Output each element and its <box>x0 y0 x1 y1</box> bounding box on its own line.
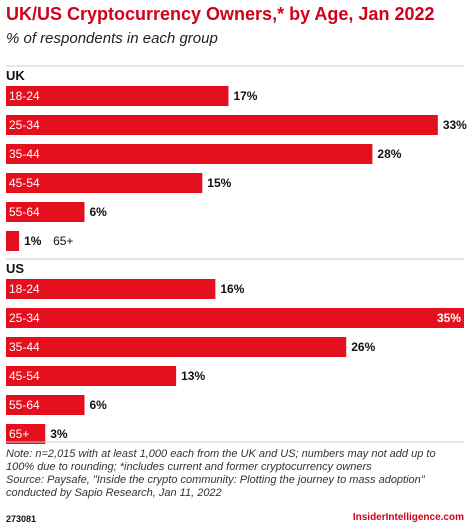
category-label: 18-24 <box>9 282 40 296</box>
value-label: 13% <box>181 369 205 383</box>
category-label: 55-64 <box>9 398 40 412</box>
bar <box>6 395 85 415</box>
bar <box>6 231 20 251</box>
group-label: UK <box>6 68 25 83</box>
category-label: 65+ <box>53 234 73 248</box>
bar <box>6 115 438 135</box>
bar <box>6 279 216 299</box>
bar <box>6 424 46 444</box>
note-line: 100% due to rounding; *includes current … <box>6 461 372 473</box>
value-label: 15% <box>207 176 231 190</box>
bar <box>6 308 464 328</box>
category-label: 45-54 <box>9 369 40 383</box>
category-label: 65+ <box>9 427 29 441</box>
note-line: Note: n=2,015 with at least 1,000 each f… <box>6 448 436 460</box>
brand-logo-text: InsiderIntelligence.com <box>352 512 464 523</box>
bar <box>6 144 373 164</box>
bar <box>6 173 203 193</box>
category-label: 25-34 <box>9 118 40 132</box>
value-label: 35% <box>437 311 461 325</box>
value-label: 17% <box>233 89 257 103</box>
bar <box>6 202 85 222</box>
bar <box>6 366 177 386</box>
value-label: 33% <box>443 118 467 132</box>
source-line: conducted by Sapio Research, Jan 11, 202… <box>6 487 222 499</box>
value-label: 16% <box>220 282 244 296</box>
value-label: 3% <box>50 427 68 441</box>
category-label: 25-34 <box>9 311 40 325</box>
group-label: US <box>6 261 24 276</box>
value-label: 26% <box>351 340 375 354</box>
category-label: 18-24 <box>9 89 40 103</box>
bar-chart: UK 18-24 17% 25-34 33% 35-44 28% 45-54 15% 55-64 6… <box>6 65 467 444</box>
category-label: 35-44 <box>9 340 40 354</box>
chart-id: 273081 <box>6 514 37 524</box>
value-label: 28% <box>377 147 401 161</box>
category-label: 55-64 <box>9 205 40 219</box>
source-line: Source: Paysafe, "Inside the crypto comm… <box>6 474 425 486</box>
bar <box>6 86 229 106</box>
value-label: 6% <box>90 398 108 412</box>
value-label: 6% <box>90 205 108 219</box>
chart-title: UK/US Cryptocurrency Owners,* by Age, Ja… <box>6 4 435 24</box>
chart-subtitle: % of respondents in each group <box>6 30 218 47</box>
category-label: 45-54 <box>9 176 40 190</box>
value-label: 1% <box>24 234 42 248</box>
bar <box>6 337 347 357</box>
category-label: 35-44 <box>9 147 40 161</box>
chart-notes: Note: n=2,015 with at least 1,000 each f… <box>6 448 466 500</box>
